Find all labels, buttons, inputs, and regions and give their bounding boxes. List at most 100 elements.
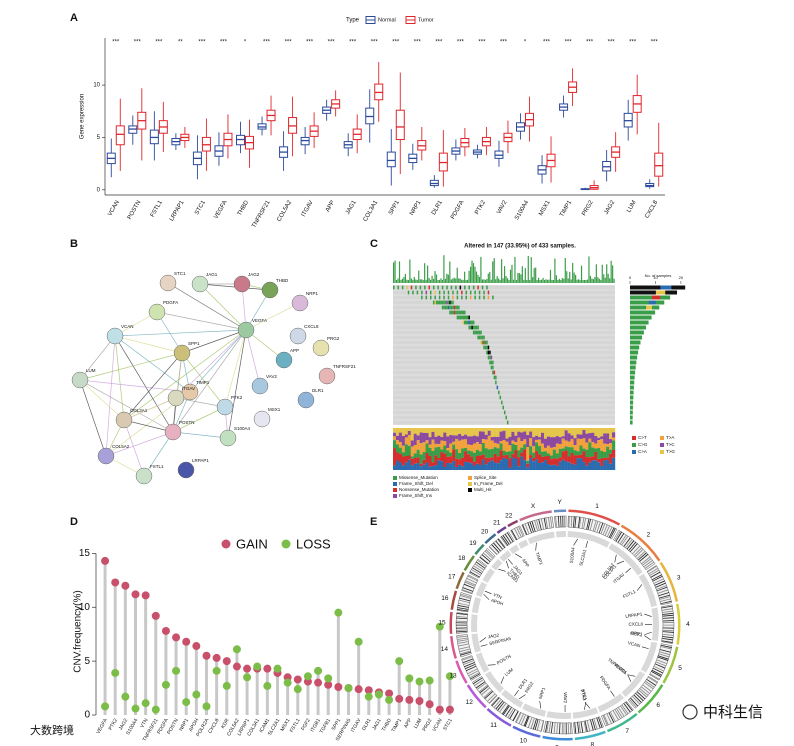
mutation-cell [446, 300, 448, 305]
cytoband [456, 622, 468, 624]
cytoband [464, 663, 476, 670]
significance: *** [586, 40, 594, 46]
mutation-cell [464, 310, 466, 315]
count-bar [630, 380, 635, 385]
titv-segment [570, 435, 574, 439]
cytoband [501, 704, 509, 715]
count-bar [630, 335, 643, 340]
tmb-bar [430, 279, 432, 283]
dot [415, 677, 424, 686]
mutation-cell [472, 330, 475, 335]
chrom-label: 13 [449, 673, 457, 680]
titv-segment [502, 457, 506, 470]
titv-segment [434, 455, 438, 466]
titv-segment [413, 433, 417, 446]
inner-ring [501, 689, 524, 708]
significance: * [244, 40, 247, 46]
tmb-bar [441, 279, 444, 283]
node [167, 389, 185, 407]
mutation-cell [434, 300, 436, 305]
titv-segment [535, 439, 539, 443]
titv-segment [582, 430, 586, 439]
titv-segment [472, 452, 477, 462]
titv-segment [552, 447, 556, 450]
titv-segment [502, 428, 506, 431]
dot [293, 675, 302, 684]
tmb-bar [597, 277, 599, 283]
count-bar [630, 325, 647, 330]
titv-segment [579, 458, 583, 470]
cytoband-ring [543, 720, 573, 735]
dot [182, 698, 191, 707]
chrom-label: 11 [490, 722, 497, 729]
mutation-cell [505, 415, 507, 420]
panel-label: E [370, 516, 377, 528]
tmb-bar [477, 274, 479, 283]
tmb-bar [438, 279, 441, 283]
tmb-bar [447, 274, 449, 283]
cytoband [524, 523, 530, 534]
titv-segment [612, 432, 616, 438]
titv-segment [538, 428, 542, 438]
cytoband [520, 714, 527, 726]
mutation-cell [452, 310, 454, 315]
cytoband [460, 651, 471, 656]
inner-ring [509, 544, 520, 555]
titv-segment [446, 456, 450, 463]
titv-segment [529, 431, 533, 439]
tmb-bar [474, 266, 476, 283]
titv-segment [543, 438, 548, 448]
cytoband [662, 638, 674, 641]
cytoband [641, 556, 651, 565]
titv-segment [597, 458, 601, 463]
mutation-cell [462, 315, 465, 320]
titv-segment [609, 453, 613, 464]
titv-segment [511, 440, 515, 444]
tmb-bar [529, 279, 531, 283]
cytoband [495, 700, 504, 710]
titv-segment [393, 440, 397, 449]
titv-segment [478, 428, 482, 432]
tmb-bar [406, 279, 408, 283]
mutation-cell [487, 345, 490, 350]
cytoband [623, 703, 631, 713]
cytoband [662, 633, 674, 636]
tmb-bar [595, 264, 597, 283]
titv-segment [597, 428, 601, 438]
tmb-bar [412, 279, 414, 283]
box [395, 109, 405, 141]
cytoband [609, 528, 616, 539]
mutation-cell [486, 345, 488, 350]
cytoband [570, 516, 573, 528]
titv-segment [529, 455, 533, 459]
titv-segment [541, 462, 545, 470]
titv-segment [472, 443, 477, 453]
dot [212, 666, 221, 675]
gene-link [507, 558, 513, 565]
tmb-bar [548, 279, 550, 283]
cytoband [564, 516, 565, 528]
tmb-bar [546, 279, 549, 283]
titv-segment [437, 444, 441, 447]
dot [314, 666, 323, 675]
gene-link [484, 590, 492, 595]
mutation-cell [456, 290, 459, 295]
titv-segment [552, 458, 556, 465]
dot [141, 699, 150, 708]
titv-segment [407, 459, 411, 470]
dot [161, 626, 170, 635]
titv-segment [464, 451, 468, 462]
mutation-cell [407, 290, 410, 295]
titv-segment [523, 428, 527, 432]
titv-label: T>G [666, 449, 675, 454]
titv-segment [425, 440, 429, 444]
significance: *** [285, 40, 293, 46]
titv-segment [535, 435, 539, 440]
mutation-cell [464, 285, 466, 290]
titv-segment [561, 436, 565, 439]
titv-segment [472, 461, 477, 466]
tmb-bar [498, 278, 500, 283]
titv-segment [437, 457, 441, 461]
titv-segment [594, 443, 598, 449]
titv-segment [585, 428, 589, 434]
